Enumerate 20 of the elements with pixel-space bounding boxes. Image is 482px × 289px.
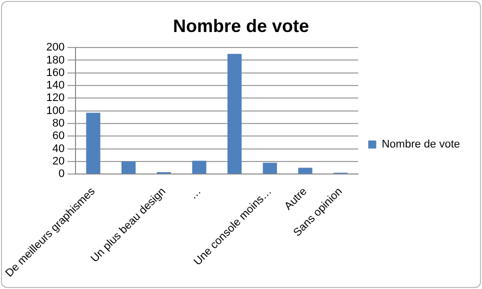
x-tick-label: … xyxy=(187,186,204,202)
y-tick-label: 60 xyxy=(52,130,65,142)
y-tick-label: 160 xyxy=(46,66,65,79)
y-tick-label: 200 xyxy=(46,42,65,54)
bar xyxy=(122,161,136,174)
bar xyxy=(192,160,206,174)
y-tick-label: 100 xyxy=(46,104,65,117)
bar xyxy=(298,168,312,174)
y-tick-label: 0 xyxy=(58,168,65,180)
y-tick-label: 40 xyxy=(52,142,65,155)
y-tick-label: 20 xyxy=(52,155,65,168)
y-tick-label: 120 xyxy=(46,92,65,104)
bar xyxy=(228,54,242,174)
bar xyxy=(262,162,277,174)
bar xyxy=(86,112,100,174)
y-tick-label: 140 xyxy=(46,80,65,92)
y-tick-label: 180 xyxy=(46,54,65,66)
legend-label: Nombre de vote xyxy=(382,138,460,151)
chart-title: Nombre de vote xyxy=(172,16,310,36)
y-tick-label: 80 xyxy=(52,118,65,130)
